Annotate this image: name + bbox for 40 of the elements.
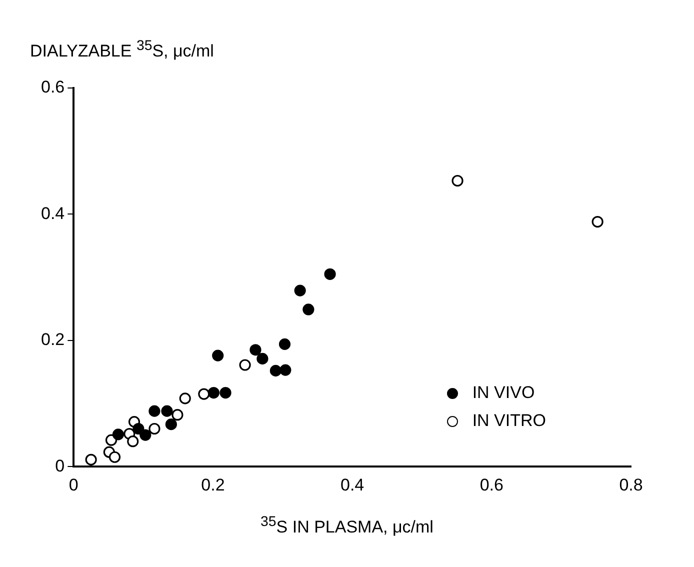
point	[179, 392, 191, 404]
point	[140, 429, 152, 441]
y-tick-label: 0.4	[40, 204, 65, 223]
point	[165, 418, 177, 430]
y-axis-title: DIALYZABLE $^{35}$S, μc/ml	[30, 38, 214, 62]
point	[127, 436, 139, 448]
legend-label: IN VIVO	[472, 383, 535, 403]
x-tick-label: 0	[68, 475, 78, 494]
point	[256, 352, 268, 364]
point	[161, 405, 173, 417]
point	[132, 422, 144, 435]
point	[208, 386, 220, 399]
point	[250, 344, 262, 356]
x-axis-title: $^{35}$S IN PLASMA, μc/ml	[260, 514, 434, 538]
point	[112, 428, 124, 440]
point	[85, 454, 97, 466]
y-tick-label: 0.2	[40, 330, 65, 350]
y-tick-label: 0	[55, 456, 65, 476]
point	[148, 405, 160, 417]
x-tick-label: 0.4	[340, 475, 364, 494]
point	[108, 451, 121, 463]
point	[148, 422, 160, 435]
point	[239, 359, 251, 371]
y-tick-label: 0.6	[40, 78, 65, 97]
point	[278, 338, 291, 350]
x-tick-label: 0.8	[619, 475, 643, 494]
point	[592, 216, 604, 228]
point	[270, 364, 282, 376]
point	[324, 268, 336, 280]
point	[212, 350, 224, 362]
point	[294, 284, 306, 296]
point	[280, 364, 292, 376]
x-tick-label: 0.2	[201, 475, 225, 494]
x-tick-label: 0.6	[480, 475, 504, 494]
point	[302, 304, 314, 316]
point	[220, 386, 232, 399]
point	[198, 388, 210, 400]
legend-label: IN VITRO	[472, 411, 546, 431]
point	[172, 409, 184, 421]
point	[452, 174, 464, 187]
